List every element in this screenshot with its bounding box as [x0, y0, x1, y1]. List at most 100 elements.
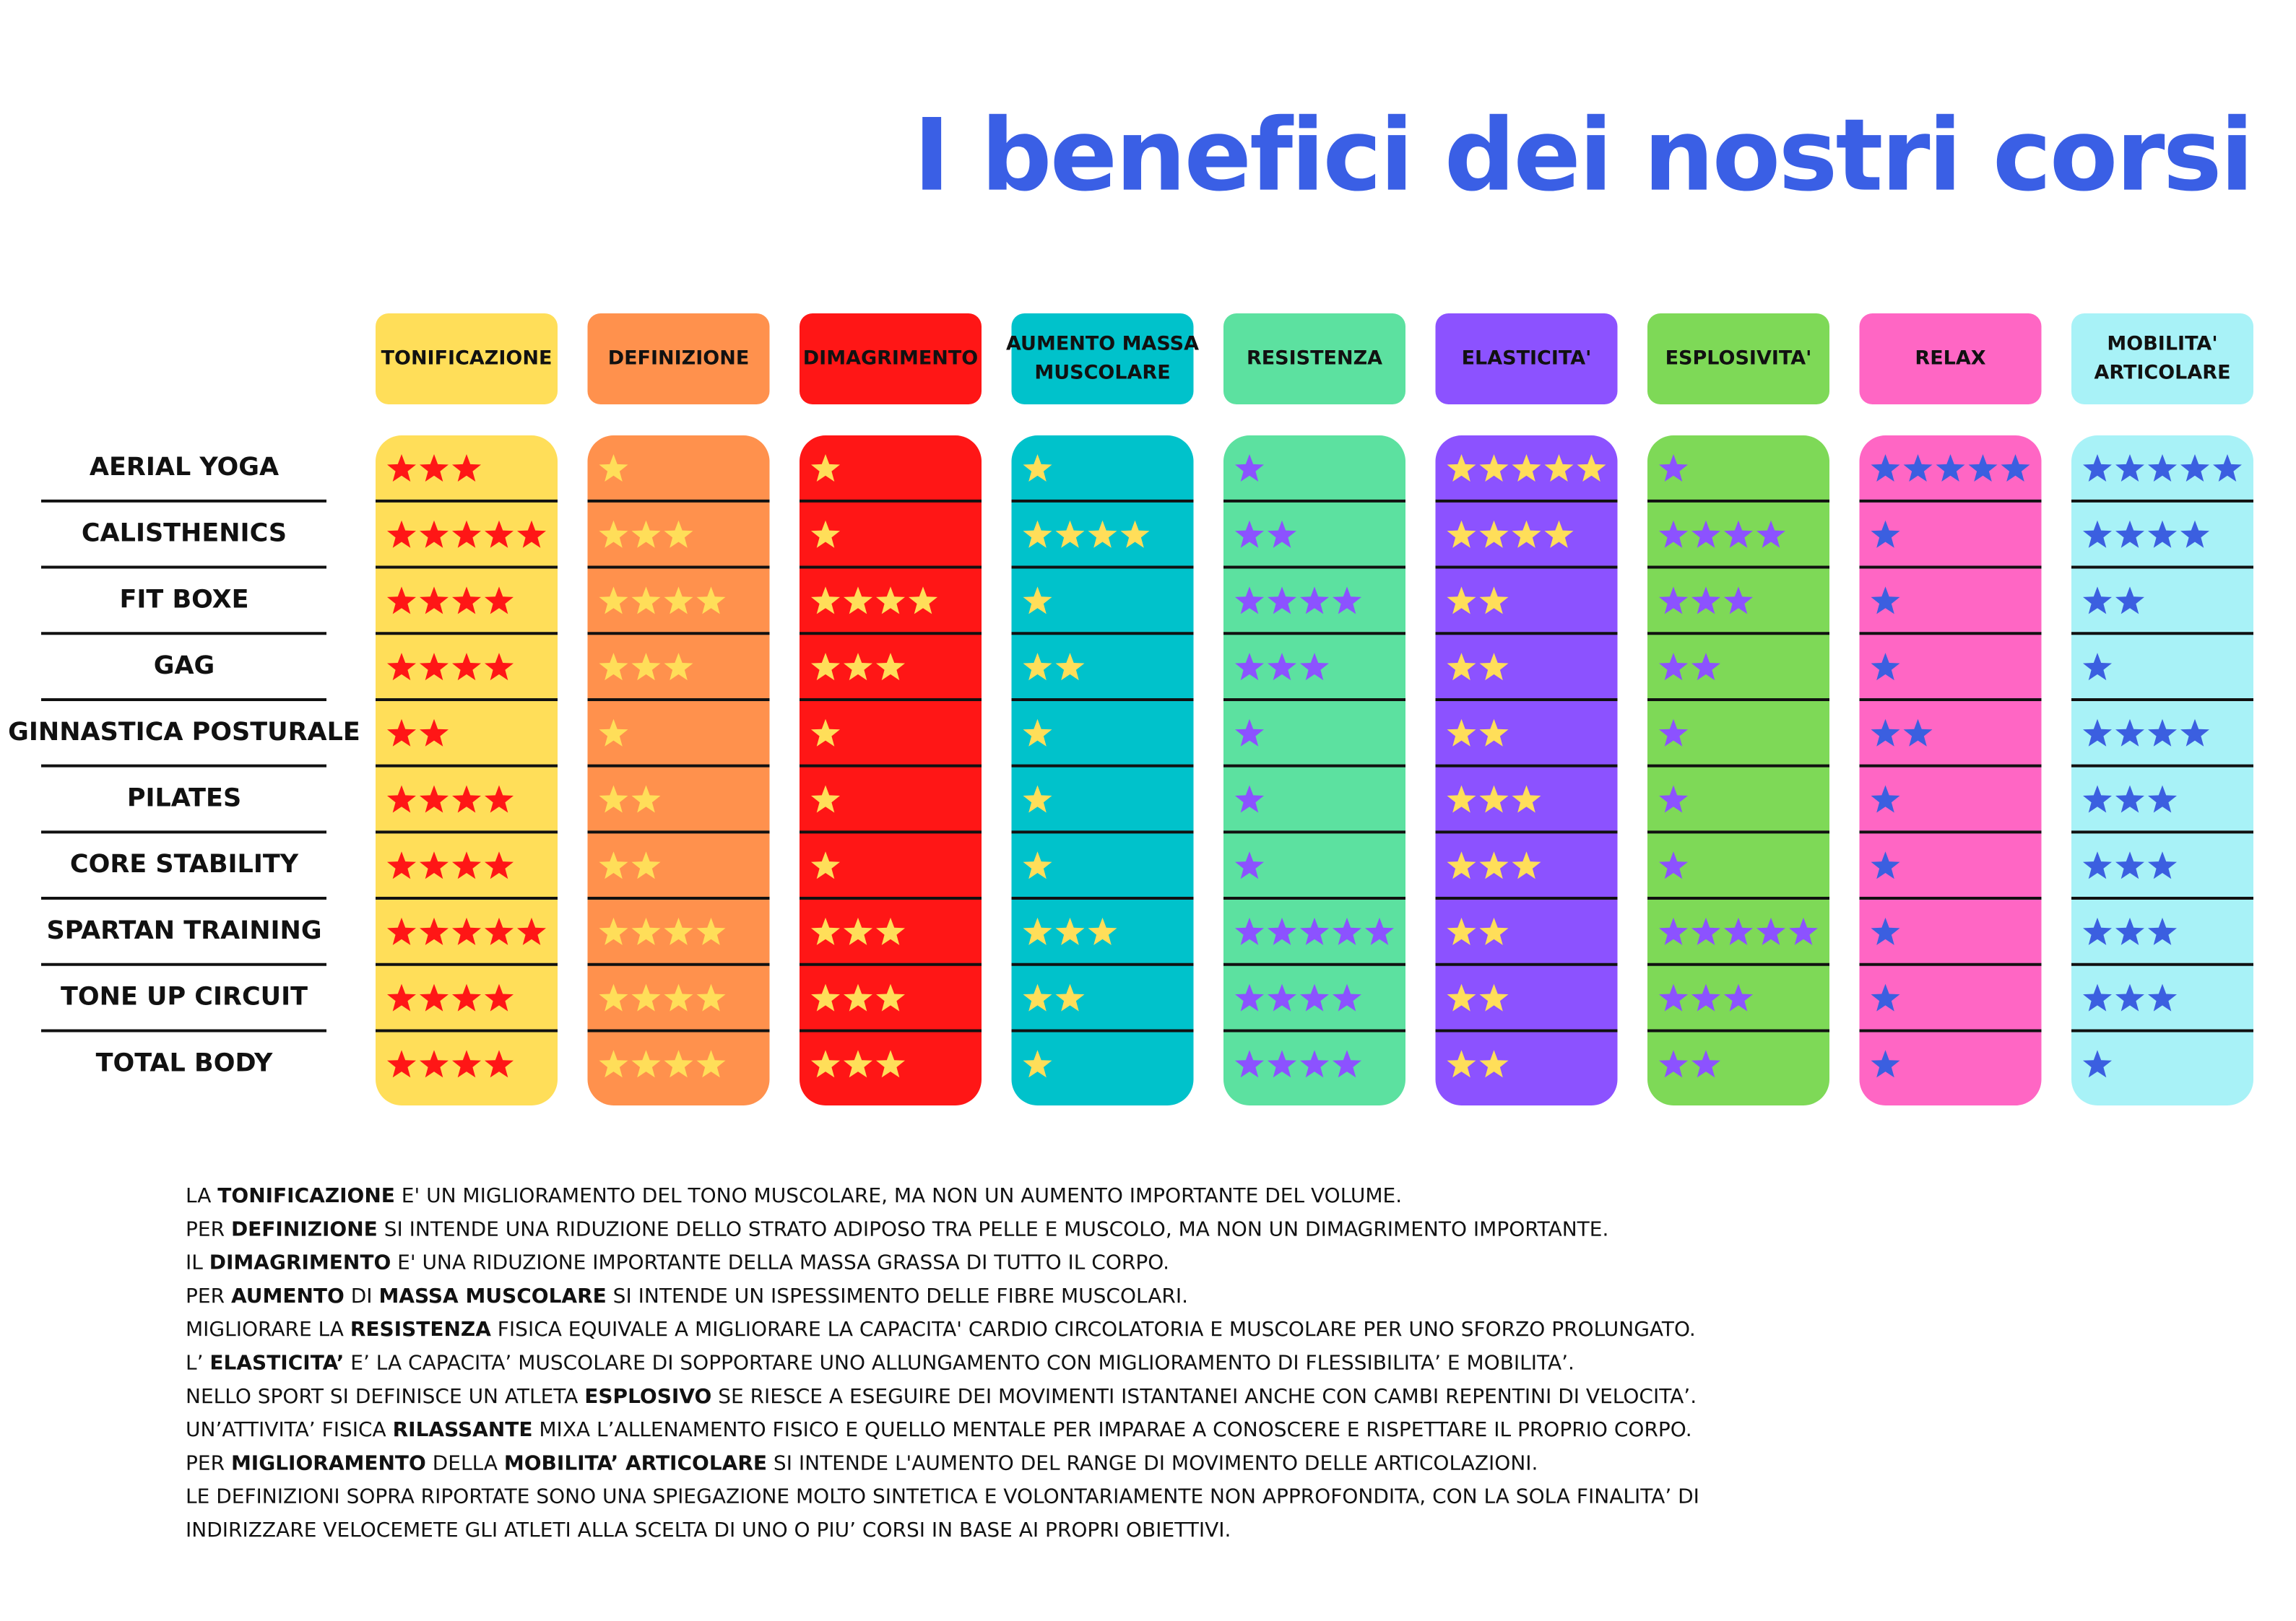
star [1659, 586, 1688, 614]
star [811, 454, 840, 482]
star [1871, 653, 1900, 681]
star [1903, 454, 1933, 482]
star-rating [1659, 586, 1753, 614]
star-rating [387, 1050, 514, 1078]
star [631, 983, 661, 1012]
star-rating [2083, 586, 2144, 614]
star [1300, 653, 1329, 681]
star-rating [599, 718, 628, 747]
star [1023, 983, 1052, 1012]
note-line: PER MIGLIORAMENTO DELLA MOBILITA’ ARTICO… [186, 1451, 1538, 1474]
column-body [1435, 435, 1618, 1105]
star [1479, 983, 1509, 1012]
star [420, 983, 449, 1012]
column-header [1859, 313, 2042, 404]
star [664, 917, 693, 945]
column-header-label: DEFINIZIONE [608, 347, 750, 370]
note-bold: AUMENTO [231, 1284, 345, 1308]
row-label: CORE STABILITY [70, 850, 299, 879]
star [1120, 520, 1150, 548]
star-rating [2083, 917, 2177, 945]
star [2083, 983, 2112, 1012]
star [1789, 917, 1818, 945]
star [844, 917, 872, 945]
star [387, 785, 416, 813]
star [1871, 1050, 1900, 1078]
note-text: PER [186, 1451, 231, 1474]
star [631, 917, 661, 945]
star-rating [2083, 653, 2112, 681]
star [452, 1050, 481, 1078]
column-header-label: MOBILITA' [2107, 333, 2217, 355]
star [387, 520, 416, 548]
star [485, 586, 514, 614]
star [1659, 785, 1688, 813]
star [811, 983, 840, 1012]
star [1333, 1050, 1361, 1078]
column-body [1647, 435, 1829, 1105]
star [1447, 653, 1476, 681]
star [1659, 1050, 1688, 1078]
star [1479, 454, 1509, 482]
star [2083, 785, 2112, 813]
star [876, 1050, 905, 1078]
note-bold: TONIFICAZIONE [217, 1183, 395, 1207]
star [420, 520, 449, 548]
star [452, 851, 481, 879]
row-label: GINNASTICA POSTURALE [8, 718, 360, 747]
star [2115, 785, 2144, 813]
star-rating [1023, 718, 1052, 747]
star [696, 917, 726, 945]
star-rating [1023, 586, 1052, 614]
note-text: INDIRIZZARE VELOCEMETE GLI ATLETI ALLA S… [186, 1518, 1231, 1542]
star-rating [599, 586, 726, 614]
star [1235, 586, 1264, 614]
row-label: FIT BOXE [119, 585, 248, 614]
star-rating [1871, 718, 1933, 747]
star [2083, 917, 2112, 945]
star-rating [811, 917, 905, 945]
star-rating [1235, 983, 1361, 1012]
row-label: TOTAL BODY [96, 1048, 273, 1077]
star [420, 1050, 449, 1078]
star-rating [1871, 586, 1900, 614]
column-header [376, 313, 558, 404]
star-rating [599, 851, 661, 879]
star [664, 653, 693, 681]
star [1447, 718, 1476, 747]
star-rating [1235, 785, 1264, 813]
star-rating [387, 586, 514, 614]
star-rating [1235, 653, 1329, 681]
star [1447, 785, 1476, 813]
column-header-label: RESISTENZA [1247, 347, 1382, 370]
star [1659, 520, 1688, 548]
star [1871, 851, 1900, 879]
star-rating [1447, 785, 1541, 813]
star [1659, 653, 1688, 681]
star [485, 785, 514, 813]
star [1479, 653, 1509, 681]
star [2148, 718, 2177, 747]
star-rating [599, 1050, 726, 1078]
star [1659, 851, 1688, 879]
star [1691, 1050, 1720, 1078]
star [1447, 1050, 1476, 1078]
star-rating [387, 917, 546, 945]
star [1235, 718, 1264, 747]
star [2148, 785, 2177, 813]
note-text: SI INTENDE UN ISPESSIMENTO DELLE FIBRE M… [607, 1284, 1188, 1308]
star [811, 718, 840, 747]
star [1691, 983, 1720, 1012]
star [2083, 718, 2112, 747]
star [2148, 983, 2177, 1012]
star [1023, 1050, 1052, 1078]
star [1479, 520, 1509, 548]
star [1268, 983, 1296, 1012]
star-rating [1871, 785, 1900, 813]
row-label: SPARTAN TRAINING [46, 916, 321, 945]
star [1023, 586, 1052, 614]
star [1333, 586, 1361, 614]
note-text: DELLA [426, 1451, 504, 1474]
note-text: E' UNA RIDUZIONE IMPORTANTE DELLA MASSA … [391, 1251, 1169, 1274]
